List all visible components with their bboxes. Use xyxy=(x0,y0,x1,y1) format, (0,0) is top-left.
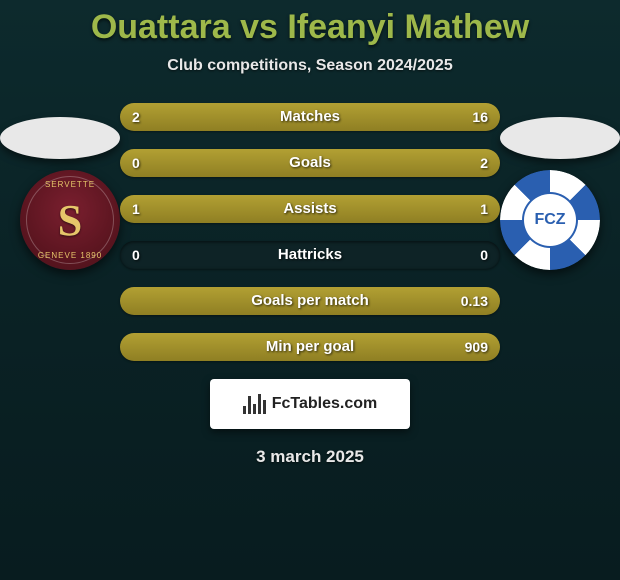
stat-row-matches: 2 Matches 16 xyxy=(120,103,500,131)
stat-value-right: 16 xyxy=(472,103,488,131)
stat-row-goals-per-match: Goals per match 0.13 xyxy=(120,287,500,315)
stats-container: 2 Matches 16 0 Goals 2 1 Assists 1 0 Hat… xyxy=(0,103,620,361)
date-text: 3 march 2025 xyxy=(0,447,620,467)
stat-row-goals: 0 Goals 2 xyxy=(120,149,500,177)
stat-row-assists: 1 Assists 1 xyxy=(120,195,500,223)
brand-chart-icon xyxy=(243,394,266,414)
footer-brand-text: FcTables.com xyxy=(272,395,378,413)
stat-label: Goals per match xyxy=(120,287,500,315)
footer-brand-link[interactable]: FcTables.com xyxy=(210,379,410,429)
subtitle: Club competitions, Season 2024/2025 xyxy=(0,57,620,75)
stat-value-right: 2 xyxy=(480,149,488,177)
title: Ouattara vs Ifeanyi Mathew xyxy=(0,0,620,47)
stat-value-right: 0.13 xyxy=(461,287,488,315)
stat-label: Matches xyxy=(120,103,500,131)
stat-label: Assists xyxy=(120,195,500,223)
stat-row-hattricks: 0 Hattricks 0 xyxy=(120,241,500,269)
stat-label: Goals xyxy=(120,149,500,177)
stat-value-right: 1 xyxy=(480,195,488,223)
stat-row-min-per-goal: Min per goal 909 xyxy=(120,333,500,361)
stat-value-right: 909 xyxy=(465,333,488,361)
stat-value-right: 0 xyxy=(480,241,488,269)
stat-label: Min per goal xyxy=(120,333,500,361)
stat-label: Hattricks xyxy=(120,241,500,269)
